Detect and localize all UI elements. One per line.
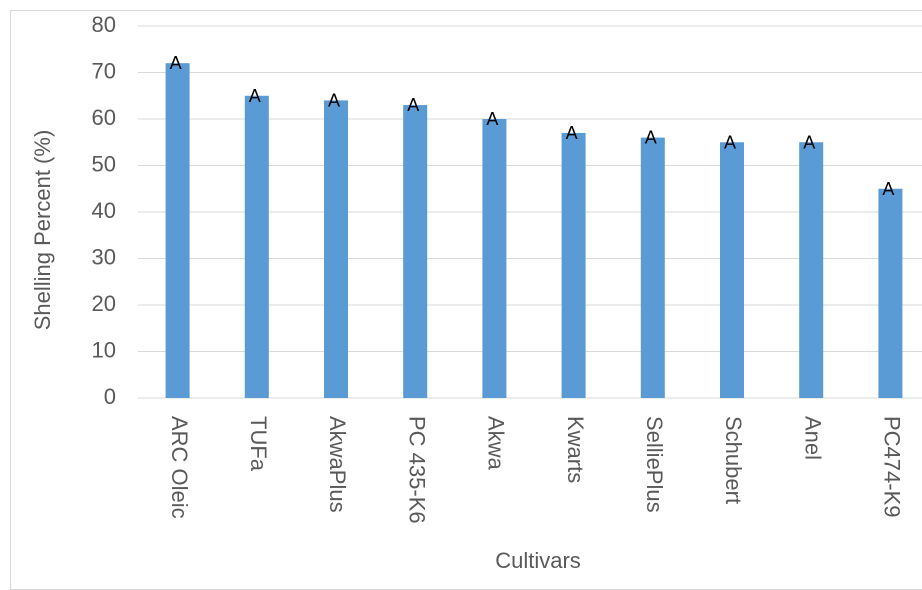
x-axis-title: Cultivars bbox=[495, 548, 581, 573]
data-label: A bbox=[882, 179, 894, 199]
x-tick-label: TUFa bbox=[246, 416, 271, 472]
x-tick-label: PC 435-K6 bbox=[404, 416, 429, 524]
y-tick-label: 20 bbox=[92, 291, 116, 316]
y-tick-label: 80 bbox=[92, 12, 116, 37]
bar-sellieplus bbox=[640, 137, 665, 398]
data-label: A bbox=[486, 109, 498, 129]
data-labels-layer: A A A A A A A A A A bbox=[170, 53, 895, 199]
x-tick-label: Schubert bbox=[721, 416, 746, 504]
x-tick-label: ARC Oleic bbox=[167, 416, 192, 519]
bar-anel bbox=[799, 142, 824, 398]
data-label: A bbox=[566, 123, 578, 143]
y-tick-label: 30 bbox=[92, 244, 116, 269]
bar-akwaplus bbox=[324, 100, 348, 399]
y-tick-label: 70 bbox=[92, 58, 116, 83]
y-axis-ticks: 0 10 20 30 40 50 60 70 80 bbox=[92, 12, 116, 409]
bar-akwa bbox=[482, 119, 507, 398]
bars-layer bbox=[165, 63, 903, 399]
y-tick-label: 40 bbox=[92, 198, 116, 223]
bar-kwarts bbox=[561, 132, 586, 398]
data-label: A bbox=[328, 90, 340, 110]
x-tick-label: Anel bbox=[800, 416, 825, 460]
bar-schubert bbox=[720, 142, 744, 398]
chart-svg: 0 10 20 30 40 50 60 70 80 ARC Oleic TUFa AkwaPlus P… bbox=[30, 12, 922, 573]
x-tick-label: AkwaPlus bbox=[325, 416, 350, 513]
bar-pc474-k9 bbox=[878, 188, 903, 398]
y-axis-title: Shelling Percent (%) bbox=[30, 130, 55, 331]
data-label: A bbox=[170, 53, 182, 73]
y-tick-label: 0 bbox=[104, 384, 116, 409]
bar-pc-435-k6 bbox=[403, 105, 428, 399]
x-tick-label: Kwarts bbox=[563, 416, 588, 483]
bar-tufa bbox=[244, 95, 269, 398]
x-tick-label: SelliePlus bbox=[642, 416, 667, 513]
x-tick-label: Akwa bbox=[484, 416, 509, 471]
y-tick-label: 50 bbox=[92, 151, 116, 176]
x-tick-label: PC474-K9 bbox=[880, 416, 905, 518]
data-label: A bbox=[724, 132, 736, 152]
data-label: A bbox=[645, 128, 657, 148]
chart-container: 0 10 20 30 40 50 60 70 80 ARC Oleic TUFa AkwaPlus P… bbox=[10, 10, 922, 590]
x-axis-ticks: ARC Oleic TUFa AkwaPlus PC 435-K6 Akwa Kwarts… bbox=[167, 416, 905, 524]
grid-layer bbox=[138, 25, 922, 399]
bar-arc-oleic bbox=[165, 63, 190, 398]
data-label: A bbox=[249, 86, 261, 106]
data-label: A bbox=[407, 95, 419, 115]
y-tick-label: 10 bbox=[92, 337, 116, 362]
data-label: A bbox=[803, 132, 815, 152]
y-tick-label: 60 bbox=[92, 105, 116, 130]
